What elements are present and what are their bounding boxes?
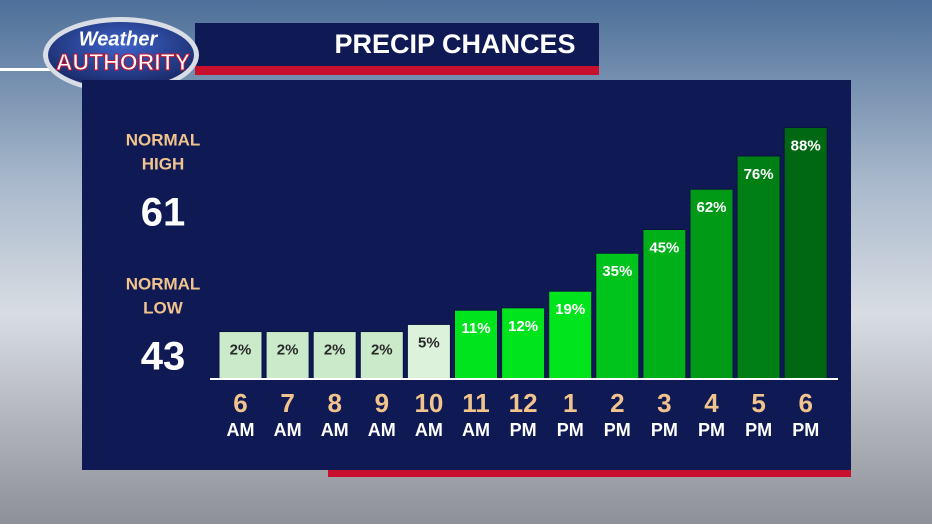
- bar: [548, 290, 593, 380]
- normal-label: NORMAL: [126, 130, 201, 149]
- value-label: 88%: [791, 137, 821, 154]
- panel-stripe: [328, 470, 851, 477]
- x-tick-label: PM: [745, 420, 772, 440]
- x-tick-label: PM: [651, 420, 678, 440]
- logo-text: Weather: [79, 28, 159, 50]
- bar: [595, 252, 640, 380]
- value-label: 2%: [277, 342, 299, 359]
- x-tick-label: 9: [375, 388, 389, 418]
- x-tick-label: 11: [462, 388, 490, 418]
- normal-value: 43: [141, 335, 186, 379]
- bar: [783, 126, 828, 380]
- x-tick-label: 10: [414, 388, 443, 418]
- accent-line: [0, 68, 70, 71]
- x-tick-label: AM: [321, 420, 349, 440]
- bar: [454, 309, 498, 380]
- value-label: 11%: [461, 320, 490, 337]
- x-tick-label: PM: [604, 420, 631, 440]
- normal-value: 61: [141, 191, 186, 235]
- x-tick-label: PM: [557, 420, 584, 440]
- x-tick-label: AM: [227, 420, 255, 440]
- x-tick-label: AM: [274, 420, 302, 440]
- x-tick-label: 5: [751, 388, 765, 418]
- x-tick-label: 6: [798, 388, 812, 418]
- x-tick-label: 2: [610, 388, 624, 418]
- normal-label: HIGH: [142, 154, 185, 173]
- bar: [501, 307, 546, 380]
- value-label: 2%: [324, 342, 346, 359]
- title-bar: [195, 23, 599, 70]
- x-tick-label: AM: [415, 420, 443, 440]
- x-tick-label: 1: [563, 388, 577, 418]
- bar: [359, 331, 404, 380]
- value-label: 45%: [649, 239, 679, 256]
- x-tick-label: AM: [368, 420, 396, 440]
- x-tick-label: AM: [462, 420, 490, 440]
- chart-title: PRECIP CHANCES: [334, 29, 575, 59]
- value-label: 2%: [230, 342, 252, 359]
- value-label: 35%: [602, 263, 632, 280]
- normal-label: NORMAL: [126, 274, 201, 293]
- bar: [406, 323, 451, 380]
- x-tick-label: 6: [233, 388, 247, 418]
- value-label: 2%: [371, 342, 393, 359]
- bar: [736, 155, 781, 380]
- title-stripe: [195, 66, 599, 75]
- bar: [689, 188, 734, 380]
- x-tick-label: 12: [509, 388, 538, 418]
- logo: [48, 22, 194, 88]
- logo-text: AUTHORITY: [56, 49, 190, 75]
- value-label: 12%: [508, 318, 538, 335]
- normal-label: LOW: [143, 298, 184, 317]
- bar: [642, 229, 687, 380]
- bar: [312, 331, 357, 380]
- x-tick-label: PM: [698, 420, 725, 440]
- bar: [265, 331, 310, 380]
- x-tick-label: 4: [704, 388, 719, 418]
- x-tick-label: PM: [510, 420, 537, 440]
- x-tick-label: 8: [327, 388, 341, 418]
- value-label: 19%: [555, 301, 585, 318]
- value-label: 62%: [696, 199, 726, 216]
- value-label: 76%: [744, 166, 774, 183]
- bar: [218, 331, 263, 380]
- x-tick-label: 7: [280, 388, 294, 418]
- x-tick-label: 3: [657, 388, 671, 418]
- value-label: 5%: [418, 334, 440, 351]
- x-tick-label: PM: [792, 420, 819, 440]
